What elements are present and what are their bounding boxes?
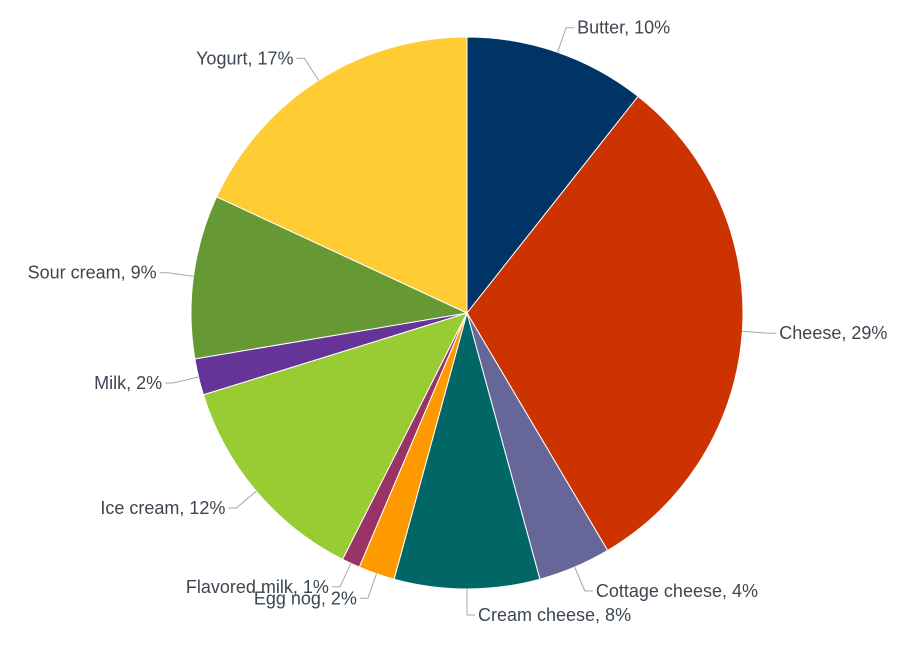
slice-label-cream-cheese: Cream cheese, 8% (478, 605, 631, 625)
labels-layer: Butter, 10% Cheese, 29% Cottage cheese, 4%… (28, 18, 888, 625)
leader-line-milk (165, 376, 199, 384)
leader-line-cream-cheese (466, 589, 475, 616)
slice-label-butter: Butter, 10% (577, 18, 670, 38)
slice-label-flavored-milk: Flavored milk, 1% (186, 577, 329, 597)
leader-line-cheese (742, 330, 777, 334)
slice-label-cheese: Cheese, 29% (779, 323, 887, 343)
leader-line-sour-cream (159, 272, 194, 277)
leader-lines-layer (159, 27, 777, 616)
pie-slice-cream-cheese (393, 311, 541, 590)
leader-line-yogurt (296, 57, 319, 81)
slice-label-milk: Milk, 2% (94, 373, 162, 393)
leader-line-cottage-cheese (574, 566, 593, 592)
pie-slice-cheese (466, 95, 744, 552)
slice-label-yogurt: Yogurt, 17% (196, 48, 293, 68)
slices-layer (190, 36, 744, 590)
leader-line-flavored-milk (331, 563, 352, 588)
leader-line-ice-cream (228, 490, 257, 509)
slice-label-ice-cream: Ice cream, 12% (100, 498, 225, 518)
slice-label-egg-nog: Egg nog, 2% (254, 588, 357, 608)
slice-label-cottage-cheese: Cottage cheese, 4% (596, 581, 758, 601)
pie-slice-yogurt (215, 36, 468, 314)
leader-line-butter (557, 27, 575, 53)
slice-label-sour-cream: Sour cream, 9% (28, 263, 157, 283)
leader-line-egg-nog (359, 573, 377, 599)
